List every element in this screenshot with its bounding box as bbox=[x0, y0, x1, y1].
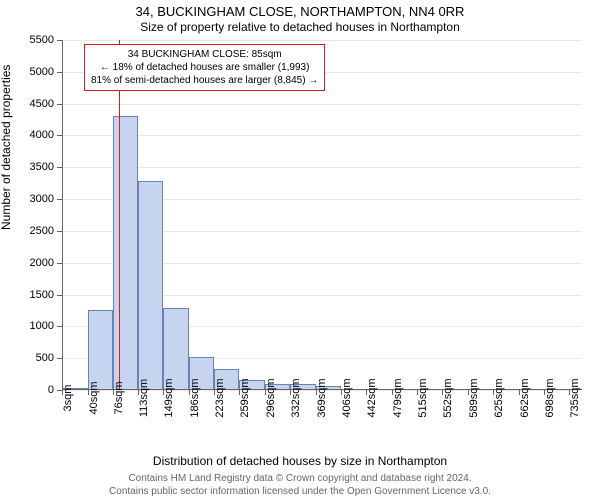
x-axis-label: Distribution of detached houses by size … bbox=[0, 454, 600, 468]
plot-area bbox=[62, 40, 582, 390]
y-tick-mark bbox=[57, 40, 62, 41]
x-tick-label: 552sqm bbox=[442, 378, 454, 417]
x-tick-mark bbox=[290, 390, 291, 395]
y-tick-label: 5500 bbox=[0, 34, 54, 46]
x-tick-label: 76sqm bbox=[113, 381, 125, 414]
y-tick-mark bbox=[57, 295, 62, 296]
x-tick-mark bbox=[88, 390, 89, 395]
chart-footer: Contains HM Land Registry data © Crown c… bbox=[0, 473, 600, 498]
y-tick-mark bbox=[57, 358, 62, 359]
footer-line-2: Contains public sector information licen… bbox=[0, 486, 600, 499]
y-tick-mark bbox=[57, 135, 62, 136]
y-tick-label: 2000 bbox=[0, 257, 54, 269]
y-tick-mark bbox=[57, 231, 62, 232]
x-tick-mark bbox=[316, 390, 317, 395]
x-tick-mark bbox=[113, 390, 114, 395]
y-axis-line bbox=[62, 40, 63, 390]
x-tick-label: 515sqm bbox=[417, 378, 429, 417]
gridline bbox=[62, 40, 582, 41]
callout-line-1: 34 BUCKINGHAM CLOSE: 85sqm bbox=[91, 48, 318, 61]
histogram-bar bbox=[88, 310, 113, 390]
x-tick-label: 589sqm bbox=[468, 378, 480, 417]
gridline bbox=[62, 135, 582, 136]
x-tick-mark bbox=[189, 390, 190, 395]
x-tick-label: 735sqm bbox=[569, 378, 581, 417]
x-tick-label: 369sqm bbox=[316, 378, 328, 417]
x-tick-mark bbox=[442, 390, 443, 395]
y-tick-mark bbox=[57, 167, 62, 168]
histogram-bar bbox=[138, 181, 163, 390]
chart-subtitle: Size of property relative to detached ho… bbox=[0, 20, 600, 34]
x-tick-mark bbox=[138, 390, 139, 395]
x-tick-label: 186sqm bbox=[189, 378, 201, 417]
x-tick-mark bbox=[366, 390, 367, 395]
x-tick-label: 698sqm bbox=[544, 378, 556, 417]
x-tick-label: 223sqm bbox=[214, 378, 226, 417]
footer-line-1: Contains HM Land Registry data © Crown c… bbox=[128, 473, 471, 484]
callout-line-3: 81% of semi-detached houses are larger (… bbox=[91, 74, 318, 87]
x-tick-label: 296sqm bbox=[265, 378, 277, 417]
x-tick-mark bbox=[239, 390, 240, 395]
y-tick-mark bbox=[57, 104, 62, 105]
x-tick-mark bbox=[417, 390, 418, 395]
x-tick-label: 442sqm bbox=[366, 378, 378, 417]
y-tick-label: 1500 bbox=[0, 289, 54, 301]
x-tick-label: 113sqm bbox=[138, 379, 150, 417]
gridline bbox=[62, 167, 582, 168]
y-tick-label: 3000 bbox=[0, 193, 54, 205]
x-tick-mark bbox=[392, 390, 393, 395]
x-tick-mark bbox=[163, 390, 164, 395]
y-tick-label: 0 bbox=[0, 384, 54, 396]
y-axis-label: Number of detached properties bbox=[0, 65, 13, 230]
y-tick-label: 4000 bbox=[0, 129, 54, 141]
y-tick-label: 2500 bbox=[0, 225, 54, 237]
x-tick-mark bbox=[519, 390, 520, 395]
x-tick-label: 259sqm bbox=[239, 378, 251, 417]
y-tick-mark bbox=[57, 199, 62, 200]
chart-container: 34, BUCKINGHAM CLOSE, NORTHAMPTON, NN4 0… bbox=[0, 0, 600, 500]
x-tick-mark bbox=[468, 390, 469, 395]
x-tick-mark bbox=[493, 390, 494, 395]
x-tick-mark bbox=[62, 390, 63, 395]
y-tick-label: 3500 bbox=[0, 161, 54, 173]
x-tick-label: 3sqm bbox=[62, 385, 74, 412]
x-tick-mark bbox=[341, 390, 342, 395]
y-tick-mark bbox=[57, 72, 62, 73]
x-tick-label: 662sqm bbox=[519, 378, 531, 417]
x-tick-label: 149sqm bbox=[163, 378, 175, 417]
y-tick-label: 4500 bbox=[0, 98, 54, 110]
x-tick-label: 625sqm bbox=[493, 378, 505, 417]
x-tick-mark bbox=[544, 390, 545, 395]
callout-box: 34 BUCKINGHAM CLOSE: 85sqm← 18% of detac… bbox=[84, 44, 325, 91]
x-tick-mark bbox=[214, 390, 215, 395]
x-tick-mark bbox=[569, 390, 570, 395]
y-tick-label: 1000 bbox=[0, 320, 54, 332]
x-tick-mark bbox=[265, 390, 266, 395]
chart-title: 34, BUCKINGHAM CLOSE, NORTHAMPTON, NN4 0… bbox=[0, 4, 600, 19]
x-tick-label: 479sqm bbox=[392, 378, 404, 417]
y-tick-mark bbox=[57, 263, 62, 264]
histogram-bar bbox=[113, 116, 139, 390]
x-tick-label: 332sqm bbox=[290, 378, 302, 417]
y-tick-label: 500 bbox=[0, 352, 54, 364]
gridline bbox=[62, 104, 582, 105]
callout-line-2: ← 18% of detached houses are smaller (1,… bbox=[91, 61, 318, 74]
x-tick-label: 406sqm bbox=[341, 378, 353, 417]
y-tick-label: 5000 bbox=[0, 66, 54, 78]
property-marker-line bbox=[119, 40, 120, 390]
x-tick-label: 40sqm bbox=[88, 381, 100, 414]
y-tick-mark bbox=[57, 326, 62, 327]
